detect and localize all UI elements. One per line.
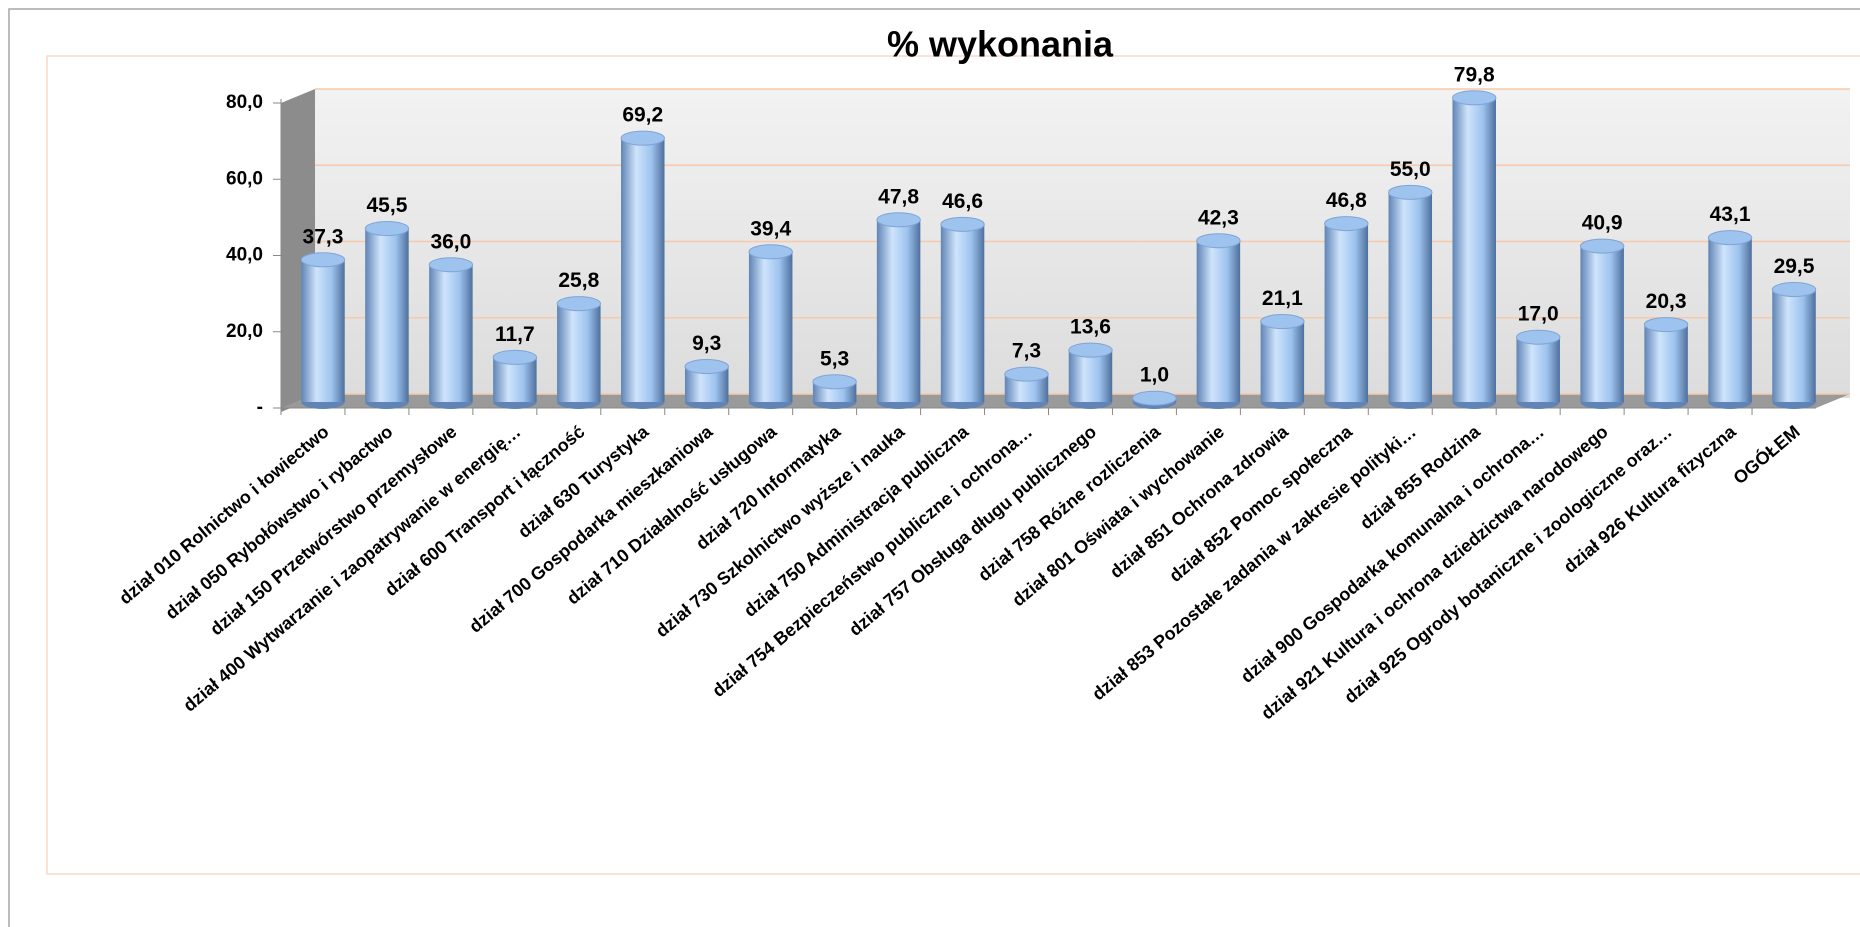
value-label: 45,5 [367, 194, 408, 217]
value-label: 40,9 [1582, 212, 1623, 235]
bar-top [940, 216, 985, 232]
bar [1708, 237, 1752, 402]
bar [1388, 192, 1433, 402]
bar-top [1388, 184, 1433, 200]
bar [1580, 246, 1624, 402]
bar [557, 303, 601, 402]
outer-frame [8, 8, 1860, 927]
y-tick-label: 80,0 [226, 92, 263, 113]
bar-top [1515, 329, 1561, 345]
value-label: 25,8 [558, 269, 599, 292]
x-tick-label: dział 150 Przetwórstwo przemysłowe [206, 421, 460, 639]
value-label: 69,2 [622, 104, 663, 127]
bar [1516, 337, 1560, 402]
bar-top [1451, 90, 1497, 106]
bar-top [1579, 238, 1625, 254]
bar-top [684, 359, 729, 375]
value-label: 7,3 [1012, 340, 1041, 363]
value-label: 47,8 [878, 185, 919, 208]
bar [1644, 324, 1688, 402]
value-label: 11,7 [495, 323, 535, 346]
bar-top [492, 349, 538, 365]
value-label: 79,8 [1454, 63, 1495, 86]
bar [365, 228, 409, 402]
bar-top [1068, 342, 1113, 358]
bar [748, 251, 793, 402]
value-label: 13,6 [1070, 316, 1111, 339]
value-label: 46,8 [1326, 189, 1367, 212]
bar-top [1004, 366, 1049, 382]
bar-top [1196, 233, 1241, 249]
bar-top [364, 221, 410, 237]
x-tick-label: OGÓŁEM [1729, 421, 1804, 489]
chart-title: % wykonania [887, 24, 1114, 65]
bar-top [300, 252, 346, 268]
bar [940, 224, 985, 402]
value-label: 20,3 [1646, 290, 1687, 313]
bar-top [1324, 216, 1369, 232]
bar-top [1643, 317, 1689, 333]
bar-top [1707, 230, 1753, 246]
y-tick-label: 40,0 [226, 245, 263, 266]
bar-top [620, 130, 666, 146]
value-label: 55,0 [1390, 158, 1431, 181]
bar [1260, 321, 1305, 402]
bar-top [556, 296, 602, 312]
value-label: 46,6 [942, 190, 983, 213]
bar-top [1771, 282, 1817, 298]
x-tick-label: dział 750 Administracja publiczna [740, 421, 973, 621]
plot-frame [46, 55, 1860, 875]
value-label: 21,1 [1262, 287, 1303, 310]
bar-top [876, 212, 921, 228]
bar [1772, 289, 1816, 402]
value-label: 17,0 [1518, 303, 1559, 326]
bar-top [1132, 390, 1177, 406]
bar [1196, 240, 1241, 402]
x-tick-label: dział 050 Rybołówstwo i rybactwo [161, 421, 396, 623]
bar-top [428, 257, 474, 273]
value-label: 42,3 [1198, 206, 1239, 229]
bar [429, 264, 473, 402]
bar [621, 138, 665, 403]
y-tick-label: 20,0 [226, 321, 263, 342]
value-label: 1,0 [1140, 364, 1169, 387]
value-label: 9,3 [692, 332, 721, 355]
bar [1068, 350, 1113, 402]
y-tick-label: - [257, 397, 263, 418]
value-label: 29,5 [1774, 255, 1815, 278]
bar [301, 259, 345, 402]
x-tick-label: dział 900 Gospodarka komunalna i ochrona… [1237, 421, 1548, 686]
value-label: 37,3 [303, 225, 344, 248]
bar [876, 219, 921, 402]
bar-top [748, 244, 793, 260]
bar-top [812, 374, 857, 390]
bar [1324, 223, 1369, 402]
bar-top [1260, 314, 1305, 330]
value-label: 43,1 [1710, 203, 1751, 226]
value-label: 36,0 [430, 230, 471, 253]
value-label: 5,3 [820, 347, 849, 370]
y-tick-label: 60,0 [226, 168, 263, 189]
bar [1452, 97, 1496, 402]
value-label: 39,4 [750, 217, 791, 240]
